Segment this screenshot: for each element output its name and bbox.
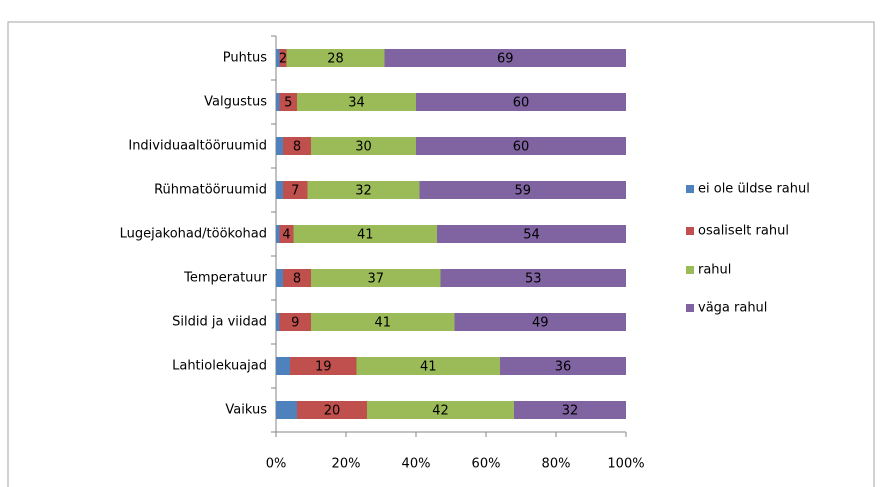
bar-segment: [276, 357, 290, 375]
bar-segment: [279, 93, 297, 111]
data-label: 5: [284, 96, 292, 111]
legend-swatch: [686, 185, 694, 193]
data-label: 37: [367, 272, 384, 287]
bar-segment: [514, 401, 626, 419]
bar-segment: [276, 269, 283, 287]
data-label: 28: [327, 52, 344, 67]
legend-label: väga rahul: [698, 301, 767, 316]
data-label: 49: [532, 316, 549, 331]
data-label: 8: [293, 140, 301, 155]
data-label: 60: [513, 140, 530, 155]
bar-segment: [416, 137, 626, 155]
data-label: 59: [514, 184, 531, 199]
y-tick-label: Sildid ja viidad: [172, 315, 267, 330]
data-label: 9: [291, 316, 299, 331]
data-label: 2: [279, 52, 287, 67]
bar-segment: [276, 225, 280, 243]
y-tick-label: Vaikus: [225, 403, 267, 418]
legend-label: ei ole üldse rahul: [698, 182, 810, 197]
data-label: 4: [282, 228, 290, 243]
bar-segment: [297, 401, 367, 419]
bar-segment: [276, 181, 283, 199]
bar-segment: [279, 225, 294, 243]
bar-segment: [276, 401, 297, 419]
legend-label: osaliselt rahul: [698, 224, 789, 239]
bar-segment: [500, 357, 626, 375]
bar-segment: [416, 93, 626, 111]
x-tick-label: 40%: [402, 457, 431, 472]
y-tick-label: Puhtus: [223, 51, 267, 66]
data-label: 41: [420, 360, 437, 375]
data-label: 19: [315, 360, 332, 375]
data-label: 54: [523, 228, 540, 243]
bar-segment: [279, 49, 287, 67]
bar-segment: [283, 269, 311, 287]
bar-segment: [290, 357, 357, 375]
data-label: 8: [293, 272, 301, 287]
bar-segment: [437, 225, 626, 243]
data-label: 32: [562, 404, 579, 419]
data-label: 41: [357, 228, 374, 243]
legend-swatch: [686, 227, 694, 235]
bar-segment: [276, 313, 280, 331]
bar-segment: [356, 357, 500, 375]
bar-segment: [286, 49, 385, 67]
y-tick-label: Valgustus: [204, 95, 267, 110]
data-label: 7: [291, 184, 299, 199]
bar-segment: [293, 225, 437, 243]
data-label: 32: [355, 184, 372, 199]
bar-segment: [311, 313, 455, 331]
bar-segment: [276, 137, 283, 155]
x-tick-label: 20%: [332, 457, 361, 472]
x-tick-label: 0%: [266, 457, 287, 472]
legend-swatch: [686, 304, 694, 312]
data-label: 36: [555, 360, 572, 375]
data-label: 60: [513, 96, 530, 111]
x-tick-label: 100%: [607, 457, 644, 472]
data-label: 41: [374, 316, 391, 331]
data-label: 20: [324, 404, 341, 419]
bar-segment: [279, 313, 311, 331]
data-label: 30: [355, 140, 372, 155]
y-tick-label: Temperatuur: [183, 271, 268, 286]
data-label: 69: [497, 52, 514, 67]
bar-segment: [311, 269, 441, 287]
bar-segment: [276, 49, 280, 67]
y-tick-label: Individuaaltööruumid: [128, 139, 267, 154]
x-tick-label: 60%: [472, 457, 501, 472]
y-tick-label: Lahtiolekuajad: [172, 359, 267, 374]
data-label: 53: [525, 272, 542, 287]
legend-label: rahul: [698, 263, 731, 278]
bar-segment: [311, 137, 416, 155]
data-label: 42: [432, 404, 449, 419]
y-tick-label: Lugejakohad/töökohad: [120, 227, 267, 242]
bar-segment: [367, 401, 514, 419]
y-tick-label: Rühmatööruumid: [154, 183, 267, 198]
bar-segment: [440, 269, 626, 287]
x-tick-label: 80%: [542, 457, 571, 472]
data-label: 34: [348, 96, 365, 111]
bar-segment: [283, 181, 308, 199]
legend-swatch: [686, 266, 694, 274]
bar-segment: [283, 137, 311, 155]
bar-segment: [307, 181, 420, 199]
bar-segment: [297, 93, 416, 111]
bar-segment: [276, 93, 280, 111]
bar-segment: [454, 313, 626, 331]
bar-segment: [384, 49, 626, 67]
bar-segment: [419, 181, 626, 199]
